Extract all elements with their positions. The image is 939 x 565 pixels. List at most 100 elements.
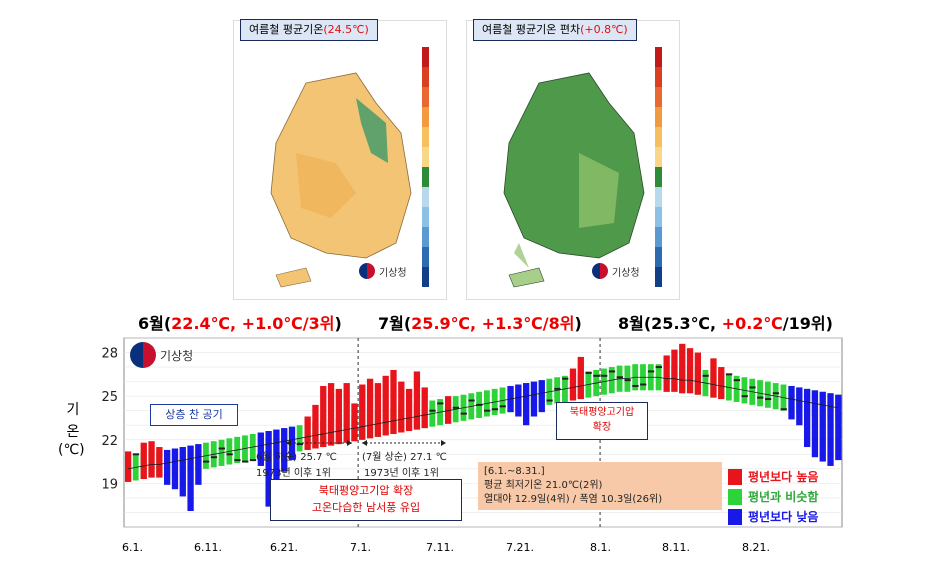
near-normal-mark	[210, 456, 218, 459]
x-tick-7: 8.11.	[662, 541, 690, 554]
legend-above-normal: 평년보다 높음	[728, 468, 818, 485]
near-normal-mark	[562, 377, 569, 380]
below-normal-bar	[257, 432, 264, 466]
near-normal-mark	[132, 453, 140, 456]
above-normal-bar	[343, 383, 350, 443]
near-normal-mark	[632, 384, 639, 387]
below-normal-bar	[819, 391, 826, 462]
near-normal-mark	[780, 408, 787, 411]
above-normal-bar	[320, 385, 327, 448]
above-normal-bar	[312, 404, 319, 449]
kma-logo-icon	[359, 263, 375, 279]
x-tick-0: 6.1.	[122, 541, 143, 554]
near-normal-mark	[624, 379, 631, 382]
below-normal-bar	[538, 380, 545, 413]
below-normal-bar	[811, 390, 819, 458]
below-normal-bar	[523, 383, 530, 426]
summary-info-box: [6.1.~8.31.] 평균 최저기온 21.0℃(2위) 열대야 12.9일…	[478, 462, 722, 510]
near-normal-mark	[702, 374, 709, 377]
mean-temp-colorbar	[422, 47, 429, 287]
mean-temp-map-image	[270, 72, 412, 288]
below-normal-bar	[164, 449, 171, 485]
above-normal-bar	[156, 447, 163, 478]
below-normal-bar	[788, 385, 795, 420]
above-normal-bar	[671, 349, 678, 392]
legend-swatch-above	[728, 468, 742, 485]
june-late-arrow-head-left	[286, 440, 291, 446]
near-normal-mark	[640, 383, 647, 386]
temp-anomaly-map-image	[503, 72, 645, 288]
above-normal-bar	[421, 387, 428, 429]
above-normal-bar	[444, 396, 452, 424]
near-normal-mark	[616, 376, 623, 379]
near-normal-mark	[460, 412, 467, 415]
x-tick-8: 8.21.	[742, 541, 770, 554]
temp-anomaly-map-title: 여름철 평균기온 편차(+0.8℃)	[473, 19, 637, 41]
normal-line	[127, 376, 839, 470]
above-normal-bar	[405, 388, 413, 432]
x-tick-5: 7.21.	[506, 541, 534, 554]
y-tick-label: 25	[101, 390, 118, 405]
near-normal-mark	[733, 379, 741, 382]
near-normal-mark	[203, 460, 210, 463]
kma-logo-icon	[130, 342, 156, 368]
x-tick-1: 6.11.	[194, 541, 222, 554]
near-normal-mark	[546, 399, 553, 402]
near-normal-mark	[772, 392, 780, 395]
below-normal-bar	[187, 445, 194, 512]
near-normal-mark	[491, 408, 499, 411]
june-late-rank: 1973년 이후 1위	[256, 468, 331, 479]
above-normal-bar	[694, 352, 702, 395]
near-normal-mark	[725, 373, 733, 376]
x-tick-6: 8.1.	[590, 541, 611, 554]
july-summary: 7월(25.9℃, +1.3℃/8위)	[378, 314, 582, 333]
above-normal-bar	[569, 368, 577, 401]
below-normal-bar	[265, 431, 272, 507]
above-normal-bar	[679, 343, 686, 394]
below-normal-bar	[281, 428, 288, 472]
above-normal-bar	[327, 383, 335, 446]
near-normal-mark	[499, 405, 506, 408]
kma-brand-right: 기상청	[592, 263, 640, 279]
above-normal-bar	[148, 441, 155, 478]
near-normal-mark	[484, 409, 491, 412]
upper-cold-air-box: 상층 찬 공기	[150, 404, 238, 426]
near-normal-mark	[764, 398, 772, 401]
above-normal-bar	[413, 371, 421, 430]
june-late-anno: 6월 하순) 25.7 ℃	[256, 452, 337, 463]
kma-brand-chart: 기상청	[130, 342, 193, 368]
below-normal-bar	[530, 381, 538, 417]
near-normal-mark	[437, 402, 444, 405]
above-normal-bar	[304, 416, 311, 450]
below-normal-bar	[796, 387, 803, 426]
y-tick-label: 19	[101, 477, 118, 492]
x-tick-2: 6.21.	[270, 541, 298, 554]
above-normal-bar	[366, 378, 374, 439]
june-summary: 6월(22.4℃, +1.0℃/3위)	[138, 314, 342, 333]
below-normal-bar	[835, 394, 842, 461]
near-normal-mark	[757, 396, 764, 399]
below-normal-bar	[288, 426, 296, 461]
y-axis-label: 기 온	[66, 402, 80, 440]
near-normal-mark	[585, 371, 592, 374]
above-normal-bar	[686, 348, 694, 394]
near-normal-mark	[593, 374, 600, 377]
temp-anomaly-map: 여름철 평균기온 편차(+0.8℃) 기상청	[466, 19, 680, 300]
above-normal-bar	[335, 388, 343, 445]
near-normal-mark	[249, 459, 257, 462]
above-normal-bar	[390, 369, 397, 434]
legend-swatch-below	[728, 508, 742, 525]
mean-temp-map: 여름철 평균기온(24.5℃) 기상청	[233, 19, 447, 300]
above-normal-bar	[374, 383, 382, 437]
near-normal-mark	[601, 374, 608, 377]
above-normal-bar	[140, 442, 147, 480]
y-axis-unit: (℃)	[58, 442, 85, 458]
near-normal-mark	[554, 387, 561, 390]
above-normal-bar	[577, 356, 584, 400]
august-summary: 8월(25.3℃, +0.2℃/19위)	[618, 314, 833, 333]
kma-logo-icon	[592, 263, 608, 279]
legend-below-normal: 평년보다 낮음	[728, 508, 818, 525]
near-normal-mark	[226, 453, 233, 456]
below-normal-bar	[827, 393, 834, 466]
near-normal-mark	[741, 395, 748, 398]
